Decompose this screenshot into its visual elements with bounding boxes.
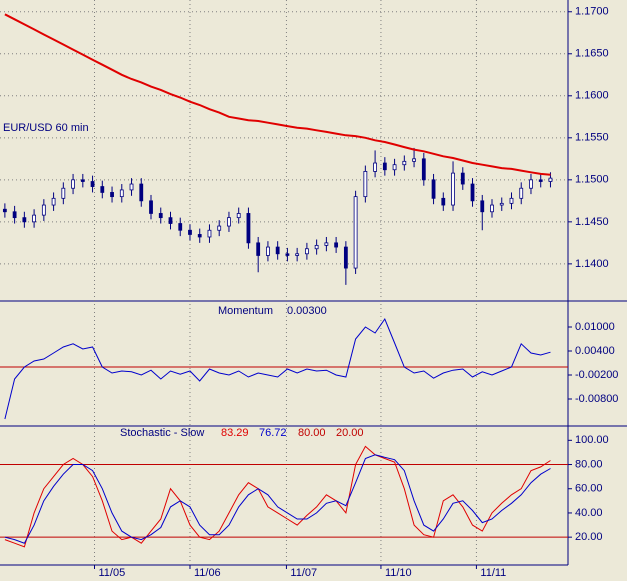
candle-body [382, 162, 387, 171]
y-tick-label: 1.1400 [575, 258, 609, 270]
candle-body [451, 172, 455, 206]
candle-body [149, 200, 153, 214]
candle-body [61, 187, 66, 199]
candle-body [470, 183, 475, 202]
y-tick-label: -0.00800 [575, 393, 618, 405]
candle-body [168, 217, 173, 224]
candle-body [227, 217, 231, 227]
candle-body [158, 213, 163, 219]
candle-body [441, 197, 446, 206]
y-tick-label: 1.1700 [575, 6, 609, 18]
candle-body [304, 248, 309, 255]
candle-body [119, 189, 124, 198]
x-tick-label: 11/06 [194, 567, 221, 579]
series-line [4, 445, 551, 548]
candle-body [480, 200, 485, 213]
indicator-title: Stochastic - Slow [120, 427, 204, 439]
candle-body [373, 162, 377, 172]
x-tick-label: 11/10 [385, 567, 412, 579]
y-tick-label: 40.00 [575, 507, 603, 519]
candle-body [188, 229, 192, 235]
candle-body [32, 214, 36, 223]
candle-body [139, 183, 144, 202]
y-tick-label: 1.1600 [575, 90, 609, 102]
candle-body [129, 183, 134, 191]
candle-body [392, 164, 397, 171]
candle-body [295, 253, 300, 256]
y-tick-label: 60.00 [575, 483, 603, 495]
candle-body [80, 179, 85, 182]
candle-body [236, 213, 241, 219]
candle-body [402, 160, 407, 166]
candle-body [509, 197, 514, 204]
candle-body [197, 234, 202, 238]
candle-body [334, 242, 339, 248]
indicator-readout: 76.72 [259, 427, 287, 439]
candle-body [2, 208, 7, 213]
indicator-readout: 0.00300 [287, 305, 327, 317]
level-label: 20.00 [336, 427, 364, 439]
candle-body [412, 158, 416, 162]
candle-body [490, 204, 494, 213]
y-tick-label: 80.00 [575, 458, 603, 470]
candle-body [207, 229, 212, 238]
candle-body [519, 187, 524, 199]
candle-body [22, 217, 27, 223]
series-line [4, 454, 551, 544]
x-tick-label: 11/05 [99, 567, 126, 579]
candle-body [256, 242, 261, 256]
series-line [4, 317, 551, 420]
candle-body [431, 179, 436, 199]
y-tick-label: 0.01000 [575, 321, 615, 333]
series-line [4, 13, 551, 176]
candle-body [217, 225, 222, 231]
candle-body [285, 253, 290, 256]
candle-body [266, 246, 270, 256]
candle-body [421, 158, 426, 181]
candle-body [41, 204, 46, 216]
candle-body [71, 179, 75, 189]
x-tick-label: 11/11 [480, 567, 506, 579]
candle-body [538, 179, 543, 182]
candle-body [529, 179, 533, 189]
y-tick-label: 0.00400 [575, 345, 615, 357]
y-tick-label: 1.1550 [575, 132, 609, 144]
candle-body [363, 171, 368, 198]
chart-title: EUR/USD 60 min [3, 122, 89, 134]
y-tick-label: -0.00200 [575, 369, 618, 381]
y-tick-label: 1.1450 [575, 216, 609, 228]
y-tick-label: 20.00 [575, 531, 603, 543]
candle-body [548, 177, 553, 182]
indicator-readout: 83.29 [221, 427, 249, 439]
candle-body [51, 197, 56, 206]
y-tick-label: 1.1500 [575, 174, 609, 186]
candle-body [499, 202, 504, 206]
y-tick-label: 100.00 [575, 434, 609, 446]
y-tick-label: 1.1650 [575, 48, 609, 60]
candle-body [12, 211, 17, 219]
candle-body [100, 186, 105, 193]
candle-body [353, 196, 358, 269]
candle-body [343, 246, 348, 269]
candle-body [178, 223, 183, 231]
candle-body [324, 242, 329, 246]
candle-body [90, 181, 95, 187]
level-label: 80.00 [298, 427, 326, 439]
candle-body [314, 244, 319, 250]
candle-body [246, 213, 251, 244]
indicator-title: Momentum [218, 305, 273, 317]
candle-body [460, 172, 465, 185]
candle-body [275, 246, 280, 255]
candle-body [110, 192, 114, 198]
x-tick-label: 11/07 [290, 567, 317, 579]
